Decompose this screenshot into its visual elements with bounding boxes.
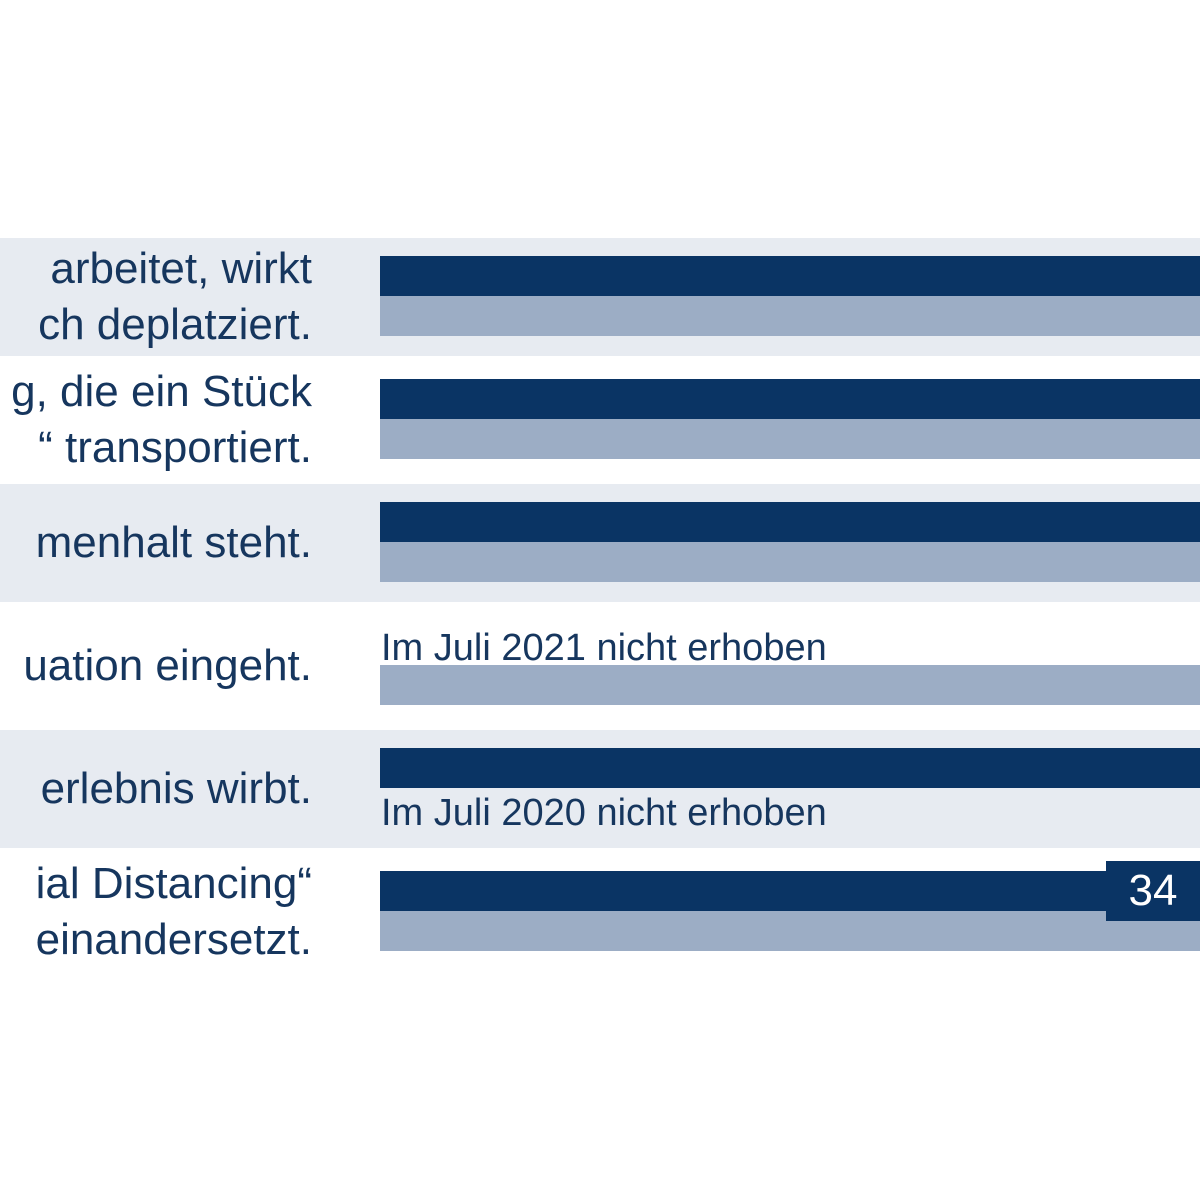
bar-2020 <box>380 665 1200 705</box>
category-label: g, die ein Stück <box>11 367 312 416</box>
not-surveyed-note: Im Juli 2020 nicht erhoben <box>381 792 827 834</box>
bar-2021 <box>380 871 1200 911</box>
bar-2020 <box>380 419 1200 459</box>
bar-2020 <box>380 542 1200 582</box>
category-label: einandersetzt. <box>35 915 312 964</box>
category-label: ch deplatziert. <box>38 300 312 349</box>
bar-2021 <box>380 256 1200 296</box>
category-label: uation eingeht. <box>23 641 312 690</box>
category-label: “ transportiert. <box>38 423 312 472</box>
category-label: erlebnis wirbt. <box>40 764 312 813</box>
bar-2021 <box>380 502 1200 542</box>
category-label: menhalt steht. <box>35 518 312 567</box>
not-surveyed-note: Im Juli 2021 nicht erhoben <box>381 627 827 669</box>
category-label: ial Distancing“ <box>35 859 312 908</box>
bar-2020 <box>380 296 1200 336</box>
category-label: arbeitet, wirkt <box>50 244 312 293</box>
bar-2021 <box>380 379 1200 419</box>
bar-2020 <box>380 911 1200 951</box>
bar-2021 <box>380 748 1200 788</box>
bar-value-label: 34 <box>1106 861 1200 921</box>
